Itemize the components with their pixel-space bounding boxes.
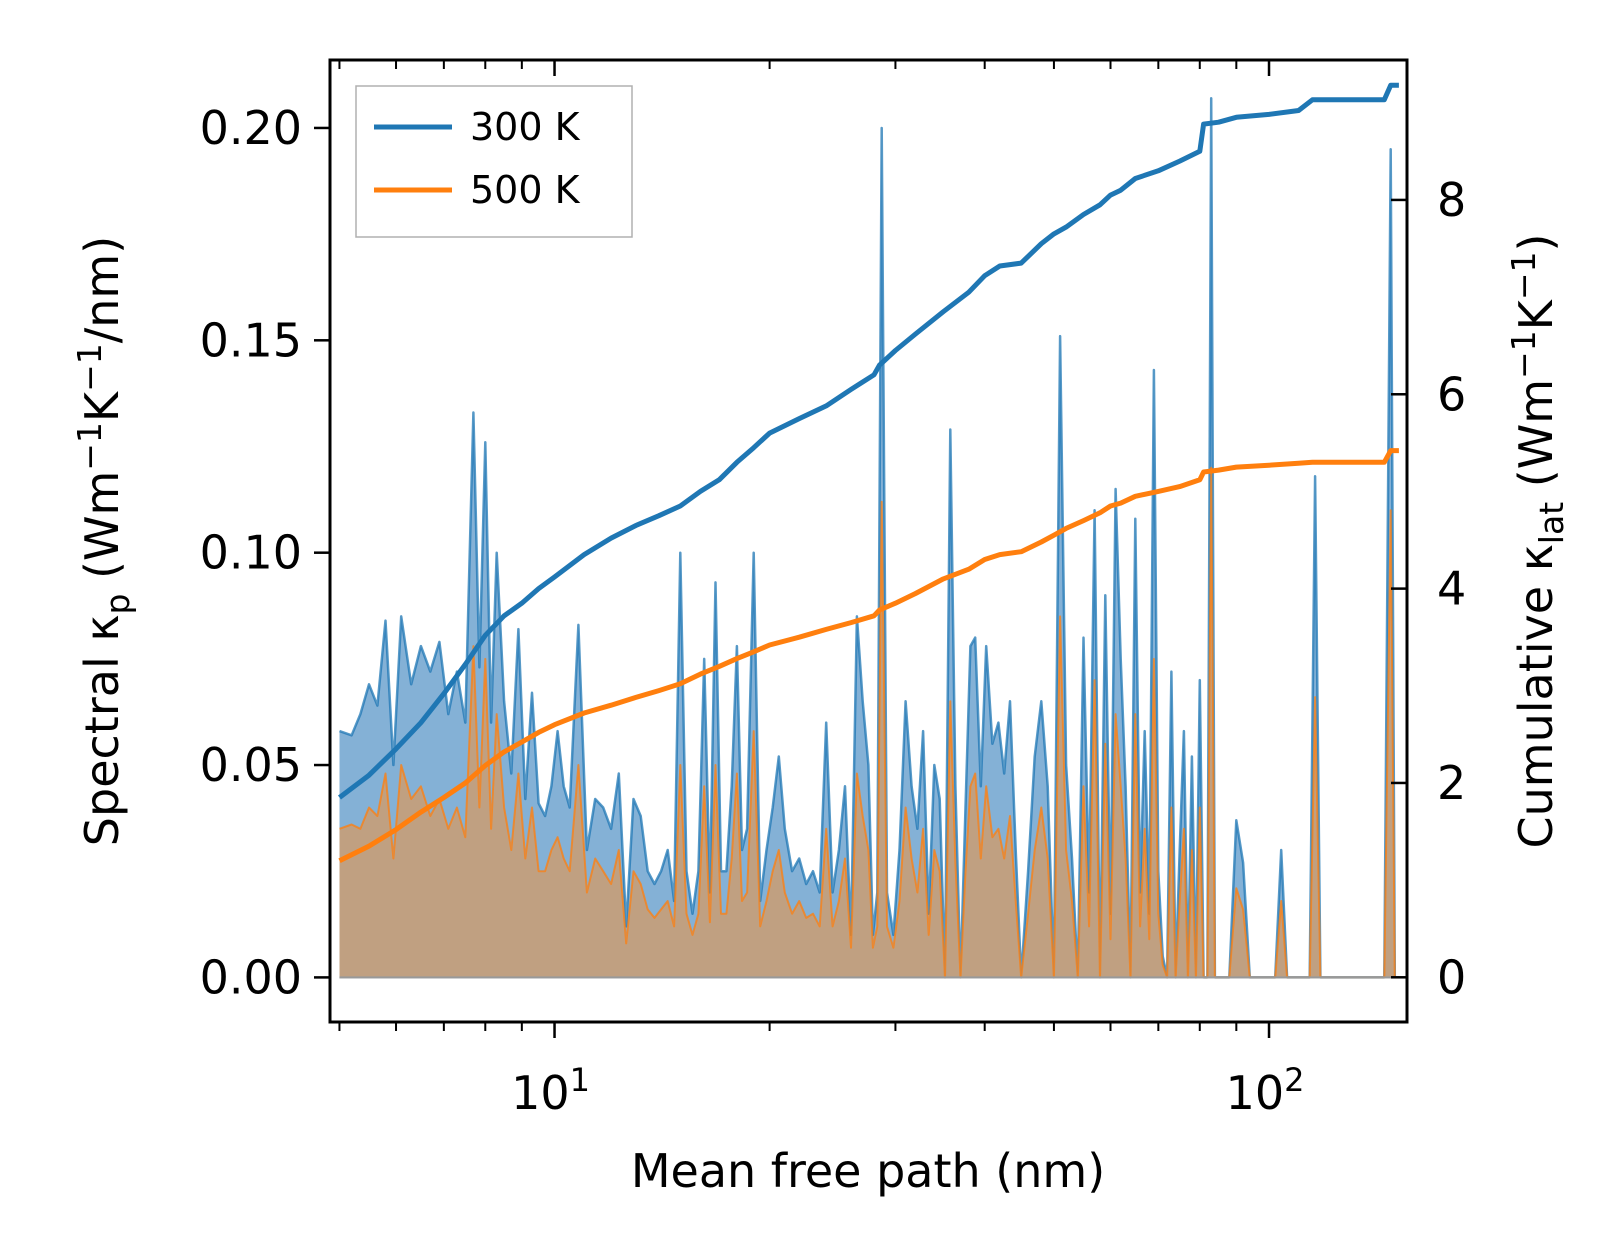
right-axis-title: Cumulative κlat (Wm−1K−1) [1504,234,1571,849]
left-tick-label: 0.10 [200,526,302,580]
right-tick-label: 0 [1437,950,1466,1004]
axes: 0.00 0.05 0.10 0.15 0.20 0 2 4 6 8 101 102 [200,60,1466,1120]
left-tick-label: 0.15 [200,313,302,367]
right-tick-label: 2 [1437,756,1466,810]
plot-area [337,82,1399,979]
right-tick-label: 8 [1437,173,1466,227]
x-tick-label: 102 [1226,1061,1305,1120]
x-axis-title: Mean free path (nm) [631,1144,1105,1198]
right-tick-label: 4 [1437,562,1466,616]
plot-frame [328,58,1409,1024]
legend-label-300k: 300 K [470,105,581,149]
left-tick-label: 0.20 [200,101,302,155]
legend-frame [355,85,633,238]
legend: 300 K 500 K [355,85,633,238]
left-tick-label: 0.05 [200,738,302,792]
right-tick-label: 6 [1437,367,1466,421]
cumulative-line-500k [338,448,1399,863]
spectral-area-500k [339,467,1395,978]
left-tick-label: 0.00 [200,950,302,1004]
left-axis-title: Spectral κp (Wm−1K−1/nm) [70,236,137,846]
legend-label-500k: 500 K [470,168,581,212]
x-tick-label: 101 [511,1061,590,1120]
cumulative-line-300k [337,82,1399,800]
